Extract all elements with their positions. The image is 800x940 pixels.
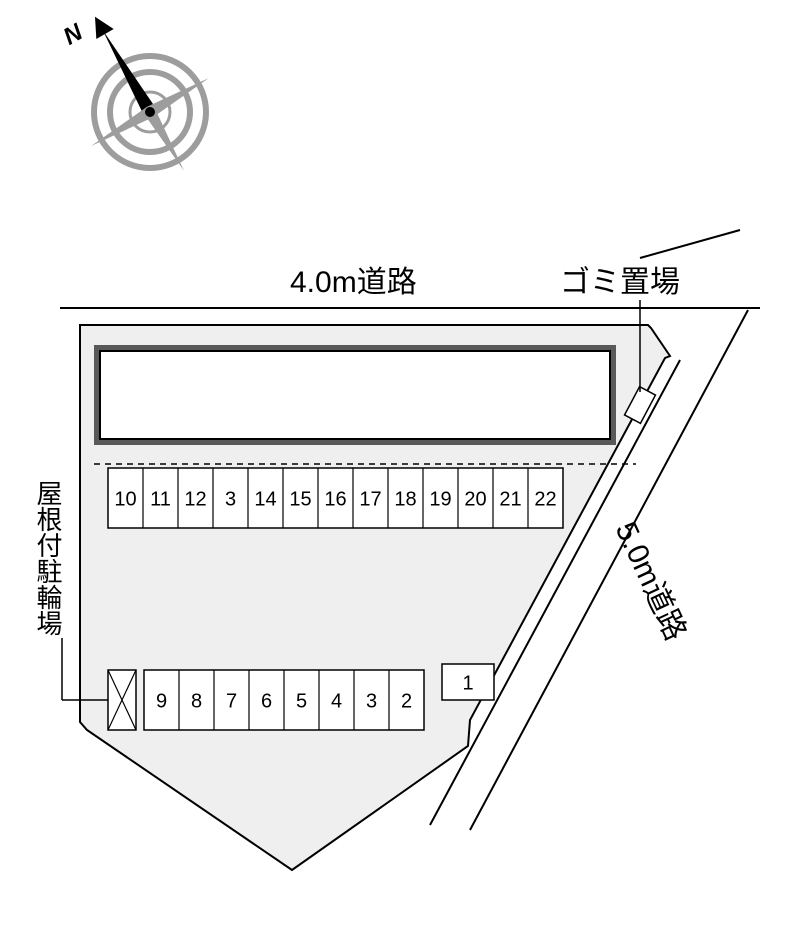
parking-slot-label: 21 <box>499 488 521 510</box>
parking-slot-label: 12 <box>184 488 206 510</box>
parking-slot-label: 6 <box>261 690 272 712</box>
parking-slot-label: 2 <box>401 690 412 712</box>
parking-slot-label: 4 <box>331 690 342 712</box>
parking-row-top: 10 11 12 3 14 15 16 17 18 19 20 21 22 <box>108 468 563 528</box>
parking-slot-label: 8 <box>191 690 202 712</box>
parking-slot-label: 7 <box>226 690 237 712</box>
parking-slot-label: 18 <box>394 488 416 510</box>
parking-slot-label: 10 <box>114 488 136 510</box>
building-inner <box>100 351 610 439</box>
parking-row-bottom: 9 8 7 6 5 4 3 2 <box>144 670 424 730</box>
parking-slot-label: 15 <box>289 488 311 510</box>
bike-label: 屋根付駐輪場 <box>33 480 63 636</box>
road-top-label: 4.0m道路 <box>290 266 417 299</box>
parking-slot-label: 14 <box>254 488 276 510</box>
parking-slot-label: 16 <box>324 488 346 510</box>
parking-slot-label: 11 <box>150 488 171 510</box>
parking-slot-label: 1 <box>462 672 473 694</box>
parking-slot-label: 19 <box>429 488 451 510</box>
parking-slot-label: 3 <box>225 488 236 510</box>
parking-slot-label: 5 <box>296 690 307 712</box>
parking-slot-label: 9 <box>156 690 167 712</box>
parking-slot-label: 22 <box>534 488 556 510</box>
parking-slot-label: 17 <box>359 488 381 510</box>
parking-slot-label: 3 <box>366 690 377 712</box>
parking-slot-label: 20 <box>464 488 486 510</box>
trash-label: ゴミ置場 <box>560 266 680 299</box>
bike-shed <box>108 670 136 730</box>
